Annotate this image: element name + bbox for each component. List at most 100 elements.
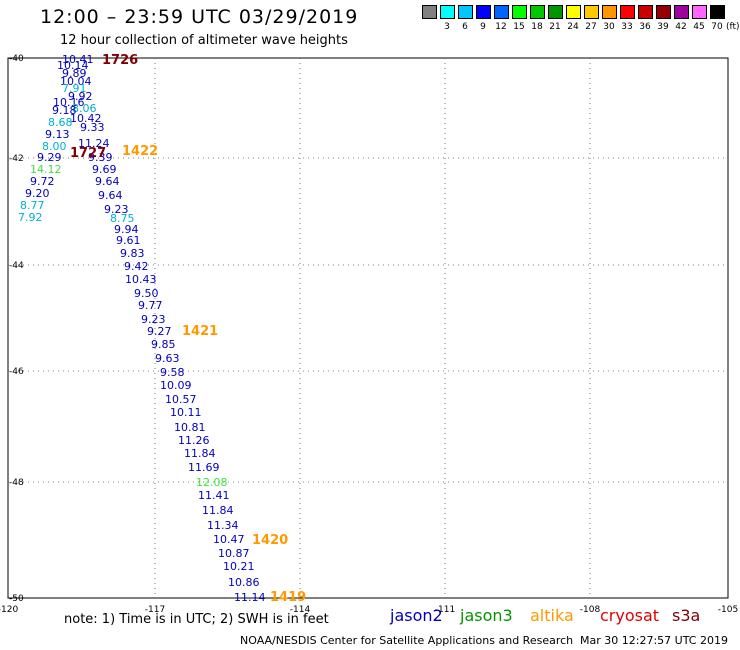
wave-height-label: 9.20 [25,187,50,200]
pass-number-label: 1419 [270,590,306,605]
legend-label: 27 [585,22,597,32]
wave-height-label: 9.27 [147,325,172,338]
wave-height-label: 9.33 [80,121,105,134]
footer-note: note: 1) Time is in UTC; 2) SWH is in fe… [64,612,329,627]
wave-height-label: 11.14 [234,591,266,604]
wave-height-label: 10.47 [213,533,245,546]
wave-height-label: 9.39 [88,151,113,164]
page-title: 12:00 – 23:59 UTC 03/29/2019 [40,6,359,28]
legend-swatch [566,5,581,19]
wave-height-label: 10.41 [62,53,94,66]
wave-height-label: 9.23 [141,313,166,326]
legend-swatch [638,5,653,19]
legend-label: 36 [639,22,651,32]
legend-label: 21 [549,22,561,32]
credit-line: NOAA/NESDIS Center for Satellite Applica… [240,634,574,647]
wave-height-label: 10.11 [170,406,202,419]
wave-height-label: 10.42 [70,112,102,125]
wave-height-label: 9.69 [92,163,117,176]
legend-swatch [530,5,545,19]
wave-height-label: 9.64 [98,189,123,202]
longitude-label: -114 [290,605,311,615]
longitude-label: -105 [718,605,738,615]
wave-height-label: 12.08 [196,476,228,489]
legend-label: 70 [711,22,723,32]
wave-height-label: 11.24 [78,137,110,150]
longitude-label: -117 [145,605,165,615]
wave-height-label: 9.64 [95,175,120,188]
wave-height-label: 9.18 [52,104,77,117]
legend-swatch [602,5,617,19]
wave-height-label: 10.57 [165,393,197,406]
wave-height-label: 10.09 [160,379,192,392]
legend-swatch [656,5,671,19]
satellite-name-jason3: jason3 [460,606,513,625]
satellite-name-jason2: jason2 [390,606,443,625]
timestamp: Mar 30 12:27:57 UTC 2019 [580,634,728,647]
latitude-label: -42 [9,154,24,164]
wave-height-label: 10.14 [57,59,89,72]
legend-label: 9 [480,22,486,32]
latitude-label: -40 [9,54,24,64]
pass-number-label: 1727 [70,146,106,161]
wave-height-label: 9.23 [104,203,129,216]
legend-label: 30 [603,22,615,32]
wave-height-label: 11.84 [202,504,234,517]
wave-height-label: 9.29 [37,151,62,164]
wave-height-label: 8.00 [42,140,67,153]
wave-height-label: 9.72 [30,175,55,188]
wave-height-label: 10.16 [53,96,85,109]
latitude-label: -50 [9,594,24,604]
wave-height-label: 7.91 [62,82,87,95]
wave-height-label: 9.61 [116,234,141,247]
latitude-label: -44 [9,261,24,271]
wave-height-label: 9.77 [138,299,163,312]
legend-swatch [710,5,725,19]
pass-number-label: 1421 [182,324,218,339]
wave-height-label: 9.42 [124,260,149,273]
legend-label: 12 [495,22,507,32]
longitude-label: -108 [580,605,601,615]
legend-label: 24 [567,22,579,32]
legend-label: 45 [693,22,705,32]
wave-height-label: 8.06 [72,102,97,115]
legend-swatch [692,5,707,19]
wave-height-label: 9.92 [68,90,93,103]
wave-height-label: 10.87 [218,547,250,560]
wave-height-label: 9.63 [155,352,180,365]
legend-swatch [458,5,473,19]
legend-swatch [674,5,689,19]
legend-unit: (ft) [726,22,740,32]
wave-height-label: 8.77 [20,199,45,212]
legend-label: 6 [462,22,468,32]
wave-height-label: 10.21 [223,560,255,573]
wave-height-label: 11.84 [184,447,216,460]
wave-height-label: 14.12 [30,163,62,176]
legend-swatch [548,5,563,19]
satellite-name-s3a: s3a [672,606,701,625]
wave-height-label: 9.89 [62,67,87,80]
latitude-label: -48 [9,478,24,488]
legend-label: 3 [444,22,450,32]
longitude-label: -120 [0,605,18,615]
wave-height-label: 8.75 [110,212,135,225]
legend-label: 18 [531,22,543,32]
wave-height-label: 9.83 [120,247,145,260]
wave-height-label: 10.43 [125,273,157,286]
pass-number-label: 1422 [122,144,158,159]
wave-height-label: 11.34 [207,519,239,532]
page-subtitle: 12 hour collection of altimeter wave hei… [60,33,348,48]
wave-height-label: 9.85 [151,338,176,351]
longitude-label: -111 [435,605,455,615]
wave-height-label: 8.68 [48,116,73,129]
wave-height-label: 9.50 [134,287,159,300]
legend-swatch [422,5,437,19]
satellite-name-cryosat: cryosat [600,606,660,625]
legend-label: 15 [513,22,525,32]
wave-height-label: 10.86 [228,576,260,589]
latitude-label: -46 [9,367,24,377]
legend-swatch [476,5,491,19]
wave-height-label: 10.04 [60,75,92,88]
pass-number-label: 1420 [252,533,288,548]
wave-height-label: 10.81 [174,421,206,434]
